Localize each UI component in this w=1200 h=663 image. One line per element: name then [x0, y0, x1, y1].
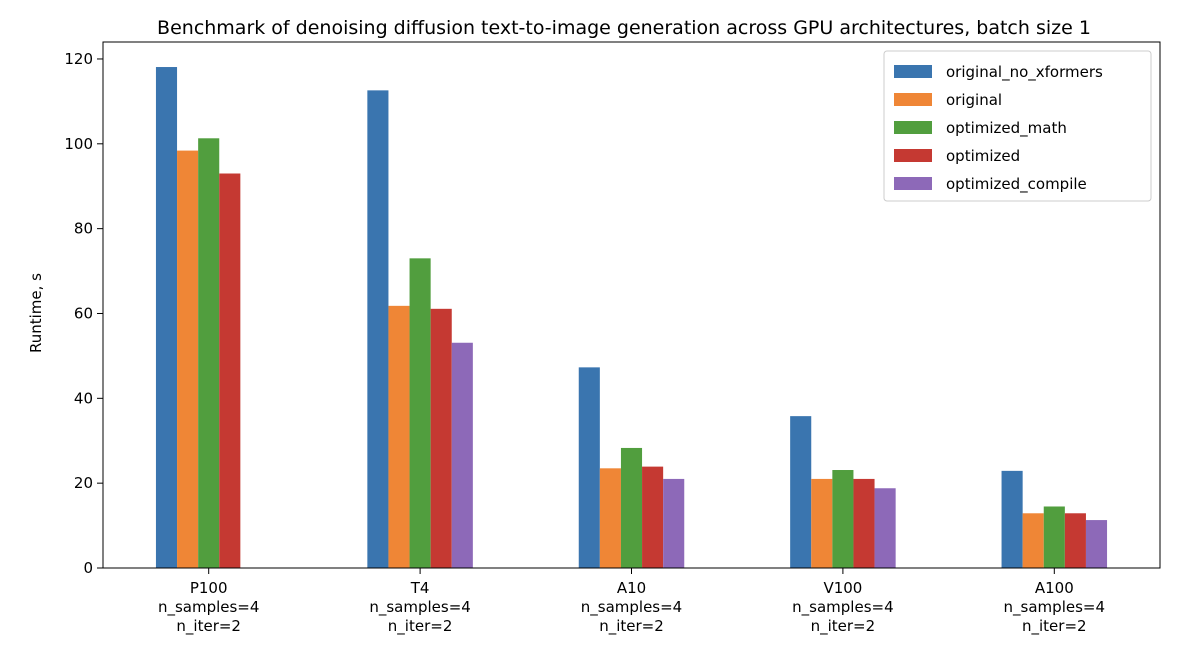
bar-optimized-3	[853, 478, 875, 568]
y-tick-label: 40	[74, 389, 93, 407]
bar-original-3	[811, 478, 833, 568]
y-tick-label: 0	[83, 559, 93, 577]
x-tick-label: n_samples=4	[792, 598, 893, 617]
bar-optimized_math-3	[832, 470, 854, 568]
x-tick-label: A10	[617, 579, 646, 597]
y-axis-label: Runtime, s	[27, 273, 45, 353]
bar-optimized-2	[642, 466, 664, 568]
y-tick-label: 60	[74, 304, 93, 322]
bar-original_no_xformers-1	[367, 90, 389, 569]
bars-group	[155, 67, 1108, 569]
bar-original-0	[177, 150, 199, 568]
bar-optimized-0	[219, 173, 241, 568]
bar-optimized_math-4	[1043, 506, 1065, 568]
x-tick-label: n_iter=2	[176, 617, 241, 636]
bar-original-4	[1022, 513, 1044, 568]
x-tick-label: n_samples=4	[369, 598, 470, 617]
legend-label-optimized_math: optimized_math	[946, 119, 1067, 138]
bar-optimized_math-2	[620, 447, 643, 568]
bar-original-1	[388, 305, 410, 568]
bar-optimized_compile-1	[451, 342, 473, 568]
x-tick-label: V100	[823, 579, 862, 597]
legend-label-original_no_xformers: original_no_xformers	[946, 63, 1103, 82]
legend-label-original: original	[946, 91, 1002, 109]
y-tick-label: 100	[64, 135, 93, 153]
legend-swatch-optimized	[894, 149, 932, 162]
bar-original_no_xformers-3	[790, 416, 812, 568]
legend-swatch-optimized_compile	[894, 177, 932, 190]
bar-optimized_math-0	[198, 138, 220, 569]
y-tick-label: 80	[74, 220, 93, 238]
bar-original_no_xformers-2	[578, 367, 600, 568]
legend-label-optimized_compile: optimized_compile	[946, 175, 1087, 194]
axes-group: 020406080100120P100n_samples=4n_iter=2T4…	[64, 41, 1161, 636]
bar-original-2	[599, 468, 621, 568]
x-tick-label: n_iter=2	[1022, 617, 1087, 636]
bar-optimized_compile-2	[663, 478, 685, 568]
bar-optimized_compile-3	[874, 488, 896, 568]
x-tick-label: A100	[1035, 579, 1074, 597]
bar-optimized_compile-4	[1085, 520, 1108, 568]
bar-optimized-1	[430, 308, 452, 568]
x-tick-label: n_iter=2	[811, 617, 876, 636]
bar-optimized_math-1	[409, 258, 431, 568]
legend: original_no_xformers original optimized_ma…	[883, 50, 1152, 202]
chart-title: Benchmark of denoising diffusion text-to…	[157, 17, 1091, 39]
legend-swatch-optimized_math	[894, 121, 932, 134]
x-tick-label: n_iter=2	[599, 617, 664, 636]
legend-swatch-original	[894, 93, 932, 106]
y-tick-label: 20	[74, 474, 93, 492]
x-tick-label: n_iter=2	[388, 617, 453, 636]
x-tick-label: n_samples=4	[158, 598, 259, 617]
x-tick-label: n_samples=4	[1004, 598, 1105, 617]
bar-original_no_xformers-4	[1001, 470, 1023, 568]
legend-box	[883, 50, 1152, 202]
bar-optimized-4	[1064, 513, 1086, 568]
legend-label-optimized: optimized	[946, 147, 1020, 165]
x-tick-label: P100	[190, 579, 228, 597]
x-tick-label: T4	[410, 579, 430, 597]
bar-original_no_xformers-0	[155, 67, 178, 568]
x-tick-label: n_samples=4	[581, 598, 682, 617]
y-tick-label: 120	[64, 50, 93, 68]
legend-swatch-original_no_xformers	[894, 65, 932, 78]
